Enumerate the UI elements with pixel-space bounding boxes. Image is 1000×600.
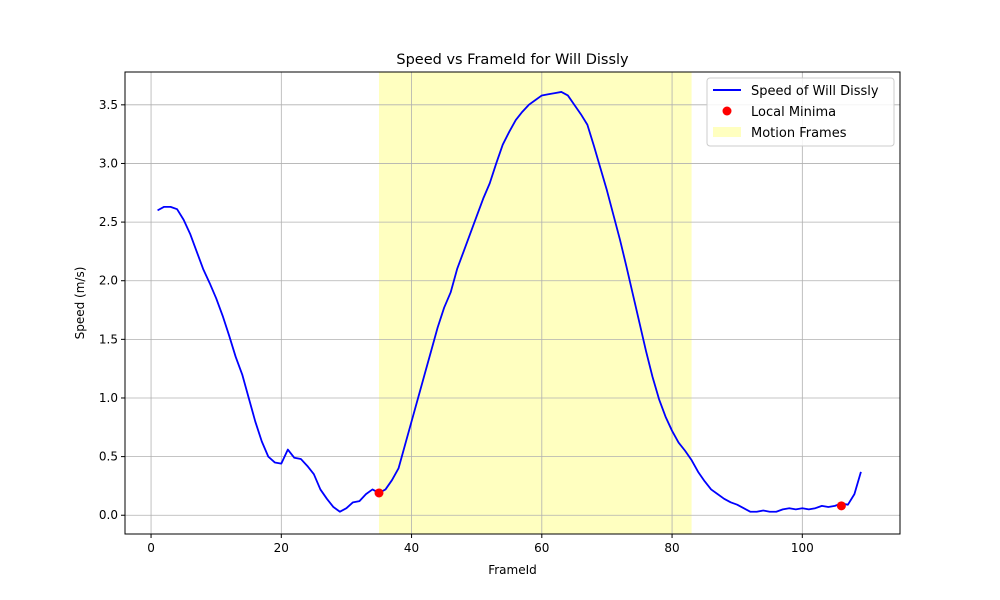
tick-layer: 0 20 40 60 80 100 0.0 0.5 1.0 1.5 2.0 2.5 3.0 3.5 (99, 98, 814, 555)
y-tick-label: 1.5 (99, 332, 118, 346)
y-tick-label: 3.5 (99, 98, 118, 112)
legend-box (706, 77, 895, 147)
x-tick-label: 60 (534, 541, 549, 555)
x-tick-label: 40 (404, 541, 419, 555)
motion-span (378, 72, 692, 534)
y-tick-label: 0.5 (99, 450, 118, 464)
legend-patch-swatch (713, 127, 741, 137)
y-axis-label: Speed (m/s) (73, 267, 87, 340)
y-tick-label: 2.0 (99, 274, 118, 288)
speed-line (157, 91, 862, 513)
x-tick-label: 0 (147, 541, 155, 555)
y-tick-label: 3.0 (99, 156, 118, 170)
local-minimum-point (374, 488, 384, 498)
plot-frame (124, 71, 901, 535)
x-tick-label: 100 (791, 541, 814, 555)
x-axis-label: FrameId (488, 563, 537, 577)
legend-label-motion: Motion Frames (751, 126, 847, 141)
legend: Speed of Will Dissly Local Minima Motion… (706, 77, 895, 147)
x-tick-label: 80 (664, 541, 679, 555)
grid-layer (125, 72, 900, 534)
chart-title: Speed vs FrameId for Will Dissly (396, 52, 629, 68)
local-minimum-point (836, 501, 846, 511)
legend-label-speed: Speed of Will Dissly (751, 84, 879, 99)
span-layer (378, 72, 692, 534)
y-tick-label: 0.0 (99, 508, 118, 522)
legend-marker-swatch (722, 106, 732, 116)
y-tick-label: 2.5 (99, 215, 118, 229)
y-tick-label: 1.0 (99, 391, 118, 405)
legend-label-minima: Local Minima (751, 105, 836, 120)
series-layer (157, 91, 862, 513)
x-tick-label: 20 (274, 541, 289, 555)
